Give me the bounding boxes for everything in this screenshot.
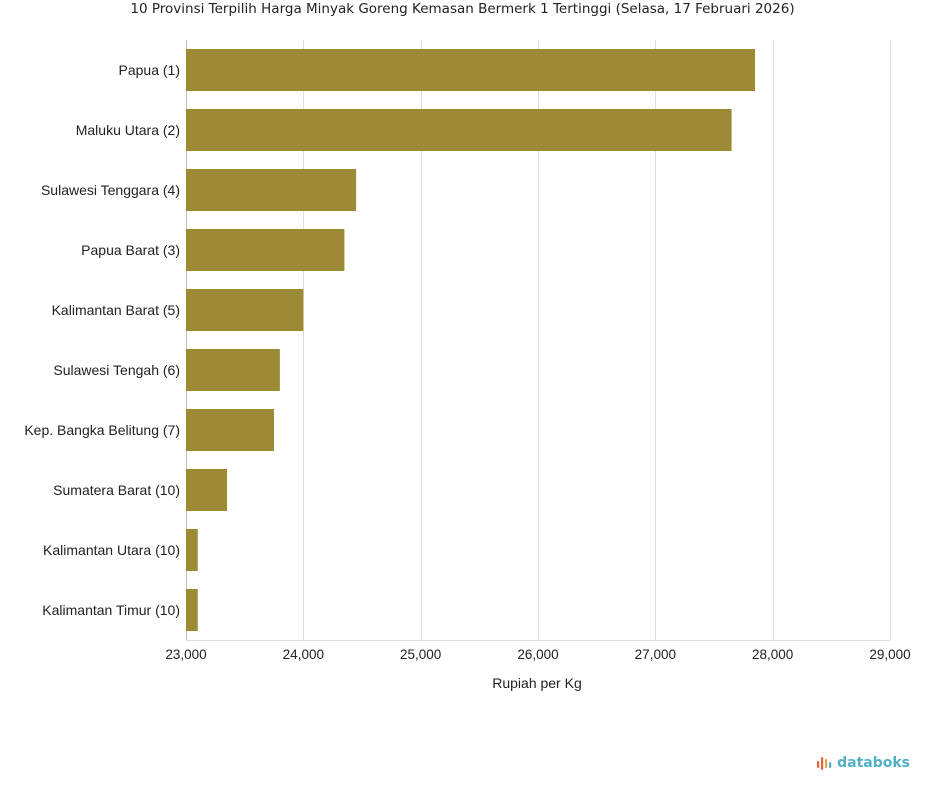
bar[interactable]: [186, 169, 357, 211]
category-label: Sumatera Barat (10): [53, 482, 180, 498]
databoks-logo-icon: [817, 757, 832, 770]
category-label: Maluku Utara (2): [76, 122, 180, 138]
x-tick-label: 25,000: [400, 647, 441, 662]
x-tick-labels: 23,000 24,000 25,000 26,000 27,000 28,000 29,0…: [165, 647, 910, 662]
bar[interactable]: [186, 529, 198, 571]
bar[interactable]: [186, 109, 732, 151]
x-tick-label: 23,000: [165, 647, 206, 662]
brand-name: databoks: [837, 755, 910, 771]
bar[interactable]: [186, 289, 304, 331]
category-label: Kalimantan Barat (5): [52, 302, 180, 318]
category-label: Sulawesi Tenggara (4): [41, 182, 180, 198]
x-axis-title: Rupiah per Kg: [492, 675, 582, 691]
databoks-brand: databoks: [816, 754, 910, 772]
x-tick-label: 24,000: [283, 647, 324, 662]
category-labels: Papua (1) Maluku Utara (2) Sulawesi Tengga…: [24, 62, 180, 618]
category-label: Kalimantan Timur (10): [42, 602, 180, 618]
category-label: Sulawesi Tengah (6): [53, 362, 180, 378]
bar[interactable]: [186, 229, 345, 271]
category-label: Kalimantan Utara (10): [43, 542, 180, 558]
category-label: Kep. Bangka Belitung (7): [24, 422, 180, 438]
bar[interactable]: [186, 469, 228, 511]
category-label: Papua Barat (3): [81, 242, 180, 258]
x-tick-label: 28,000: [752, 647, 793, 662]
bar[interactable]: [186, 349, 280, 391]
bar[interactable]: [186, 409, 274, 451]
x-tick-label: 26,000: [517, 647, 558, 662]
x-tick-label: 27,000: [635, 647, 676, 662]
bar[interactable]: [186, 49, 756, 91]
bars: [186, 49, 756, 631]
gridlines: [186, 40, 891, 641]
x-tick-label: 29,000: [869, 647, 910, 662]
category-label: Papua (1): [119, 62, 180, 78]
chart-title: 10 Provinsi Terpilih Harga Minyak Goreng…: [130, 1, 795, 17]
bar[interactable]: [186, 589, 198, 631]
